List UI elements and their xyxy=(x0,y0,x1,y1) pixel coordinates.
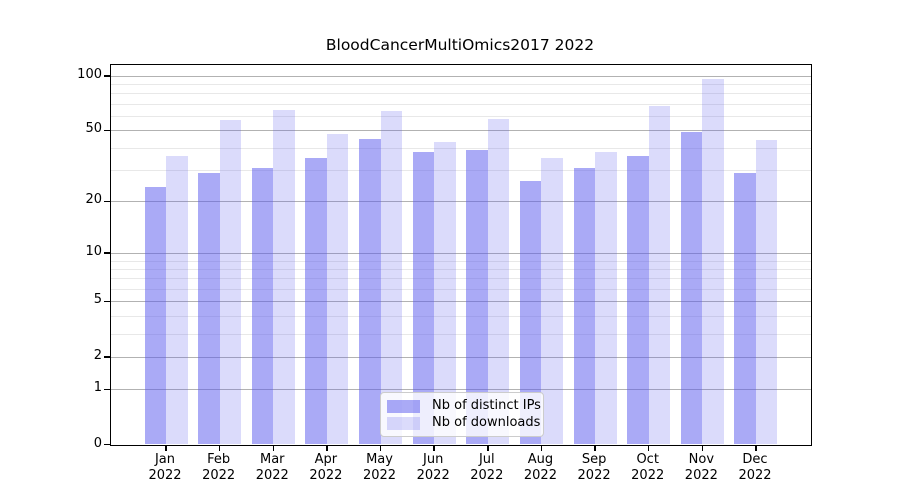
gridline-major-5 xyxy=(111,301,811,303)
legend-item-distinct-ips: Nb of distinct IPs xyxy=(387,398,541,414)
y-tick-label-10: 10 xyxy=(85,243,102,259)
x-tick-label-feb: Feb 2022 xyxy=(202,452,236,483)
bar-downloads-jan xyxy=(166,155,188,445)
bar-downloads-aug xyxy=(541,158,563,445)
y-tick-label-2: 2 xyxy=(93,347,102,363)
x-tick-mark-nov xyxy=(701,444,704,451)
x-tick-label-mar: Mar 2022 xyxy=(255,452,289,483)
y-tick-mark-0 xyxy=(104,444,110,446)
gridline-minor-9 xyxy=(111,260,811,262)
gridline-minor-4 xyxy=(111,315,811,317)
bar-ips-jul xyxy=(466,149,488,445)
gridline-minor-30 xyxy=(111,170,811,172)
x-tick-mark-apr xyxy=(326,444,328,451)
bar-ips-oct xyxy=(627,155,649,445)
x-tick-mark-feb xyxy=(218,444,221,451)
bar-ips-sep xyxy=(573,167,596,445)
x-tick-label-aug: Aug 2022 xyxy=(523,452,557,483)
gridline-minor-70 xyxy=(111,103,811,105)
y-tick-label-1: 1 xyxy=(93,380,102,396)
legend-swatch-distinct-ips xyxy=(387,399,420,413)
gridline-major-20 xyxy=(111,201,811,203)
y-tick-label-50: 50 xyxy=(85,121,102,137)
y-tick-label-20: 20 xyxy=(85,192,102,208)
x-tick-label-jun: Jun 2022 xyxy=(416,452,450,483)
x-tick-label-apr: Apr 2022 xyxy=(309,452,343,483)
x-tick-mark-jan xyxy=(165,444,167,451)
bar-downloads-sep xyxy=(595,151,617,445)
gridline-minor-6 xyxy=(111,289,811,291)
gridline-minor-40 xyxy=(111,147,811,149)
gridline-major-2 xyxy=(111,356,811,358)
gridline-major-100 xyxy=(111,75,811,77)
gridline-minor-80 xyxy=(111,93,811,95)
gridline-minor-60 xyxy=(111,116,811,118)
y-tick-label-0: 0 xyxy=(93,435,102,451)
x-tick-mark-dec xyxy=(755,444,757,451)
bar-downloads-jun xyxy=(434,142,456,445)
y-tick-mark-100 xyxy=(104,75,110,77)
plot-area: Nb of distinct IPs Nb of downloads xyxy=(104,64,812,451)
bar-ips-apr xyxy=(305,158,327,445)
bar-ips-mar xyxy=(251,167,274,445)
bar-downloads-nov xyxy=(702,78,724,445)
bar-ips-jun xyxy=(412,151,435,445)
bar-downloads-feb xyxy=(219,120,242,445)
legend-swatch-downloads xyxy=(387,416,420,430)
y-tick-mark-10 xyxy=(104,252,110,254)
bar-downloads-dec xyxy=(755,140,778,445)
bar-downloads-oct xyxy=(648,106,671,445)
gridline-minor-3 xyxy=(111,333,811,335)
bar-ips-may xyxy=(359,138,381,445)
x-tick-label-may: May 2022 xyxy=(362,452,397,483)
x-tick-mark-aug xyxy=(540,444,543,451)
x-tick-mark-jun xyxy=(433,444,435,451)
y-tick-mark-50 xyxy=(104,129,110,132)
x-tick-mark-oct xyxy=(648,444,650,451)
legend-item-downloads: Nb of downloads xyxy=(387,415,540,431)
y-tick-label-100: 100 xyxy=(77,66,102,82)
gridline-minor-7 xyxy=(111,278,811,280)
y-tick-mark-1 xyxy=(104,388,110,390)
x-tick-label-jul: Jul 2022 xyxy=(470,452,504,483)
bar-ips-dec xyxy=(734,172,756,445)
bar-downloads-apr xyxy=(326,133,349,445)
bar-ips-nov xyxy=(680,131,703,445)
bar-downloads-mar xyxy=(273,109,295,445)
gridline-major-50 xyxy=(111,130,811,132)
bar-ips-aug xyxy=(519,181,542,445)
x-tick-label-jan: Jan 2022 xyxy=(148,452,182,483)
bar-ips-feb xyxy=(198,172,220,445)
bar-ips-jan xyxy=(144,187,166,445)
bar-downloads-jul xyxy=(487,118,510,445)
x-tick-mark-sep xyxy=(594,444,596,451)
x-tick-label-sep: Sep 2022 xyxy=(577,452,611,483)
gridline-major-1 xyxy=(111,389,811,391)
y-tick-label-5: 5 xyxy=(93,292,102,308)
bar-downloads-may xyxy=(380,110,403,445)
x-tick-label-dec: Dec 2022 xyxy=(738,452,772,483)
gridline-minor-90 xyxy=(111,84,811,86)
x-tick-label-nov: Nov 2022 xyxy=(684,452,718,483)
x-tick-mark-jul xyxy=(487,444,489,451)
y-tick-mark-20 xyxy=(104,200,110,203)
y-tick-mark-5 xyxy=(104,300,110,303)
legend-label-distinct-ips: Nb of distinct IPs xyxy=(432,398,541,413)
x-tick-mark-mar xyxy=(272,444,274,451)
gridline-major-10 xyxy=(111,252,811,254)
y-tick-mark-2 xyxy=(104,356,110,358)
chart-title: BloodCancerMultiOmics2017 2022 xyxy=(325,36,595,54)
x-tick-label-oct: Oct 2022 xyxy=(631,452,665,483)
x-tick-mark-may xyxy=(379,444,382,451)
legend-label-downloads: Nb of downloads xyxy=(432,415,541,430)
gridline-minor-8 xyxy=(111,268,811,270)
legend: Nb of distinct IPs Nb of downloads xyxy=(380,392,544,437)
